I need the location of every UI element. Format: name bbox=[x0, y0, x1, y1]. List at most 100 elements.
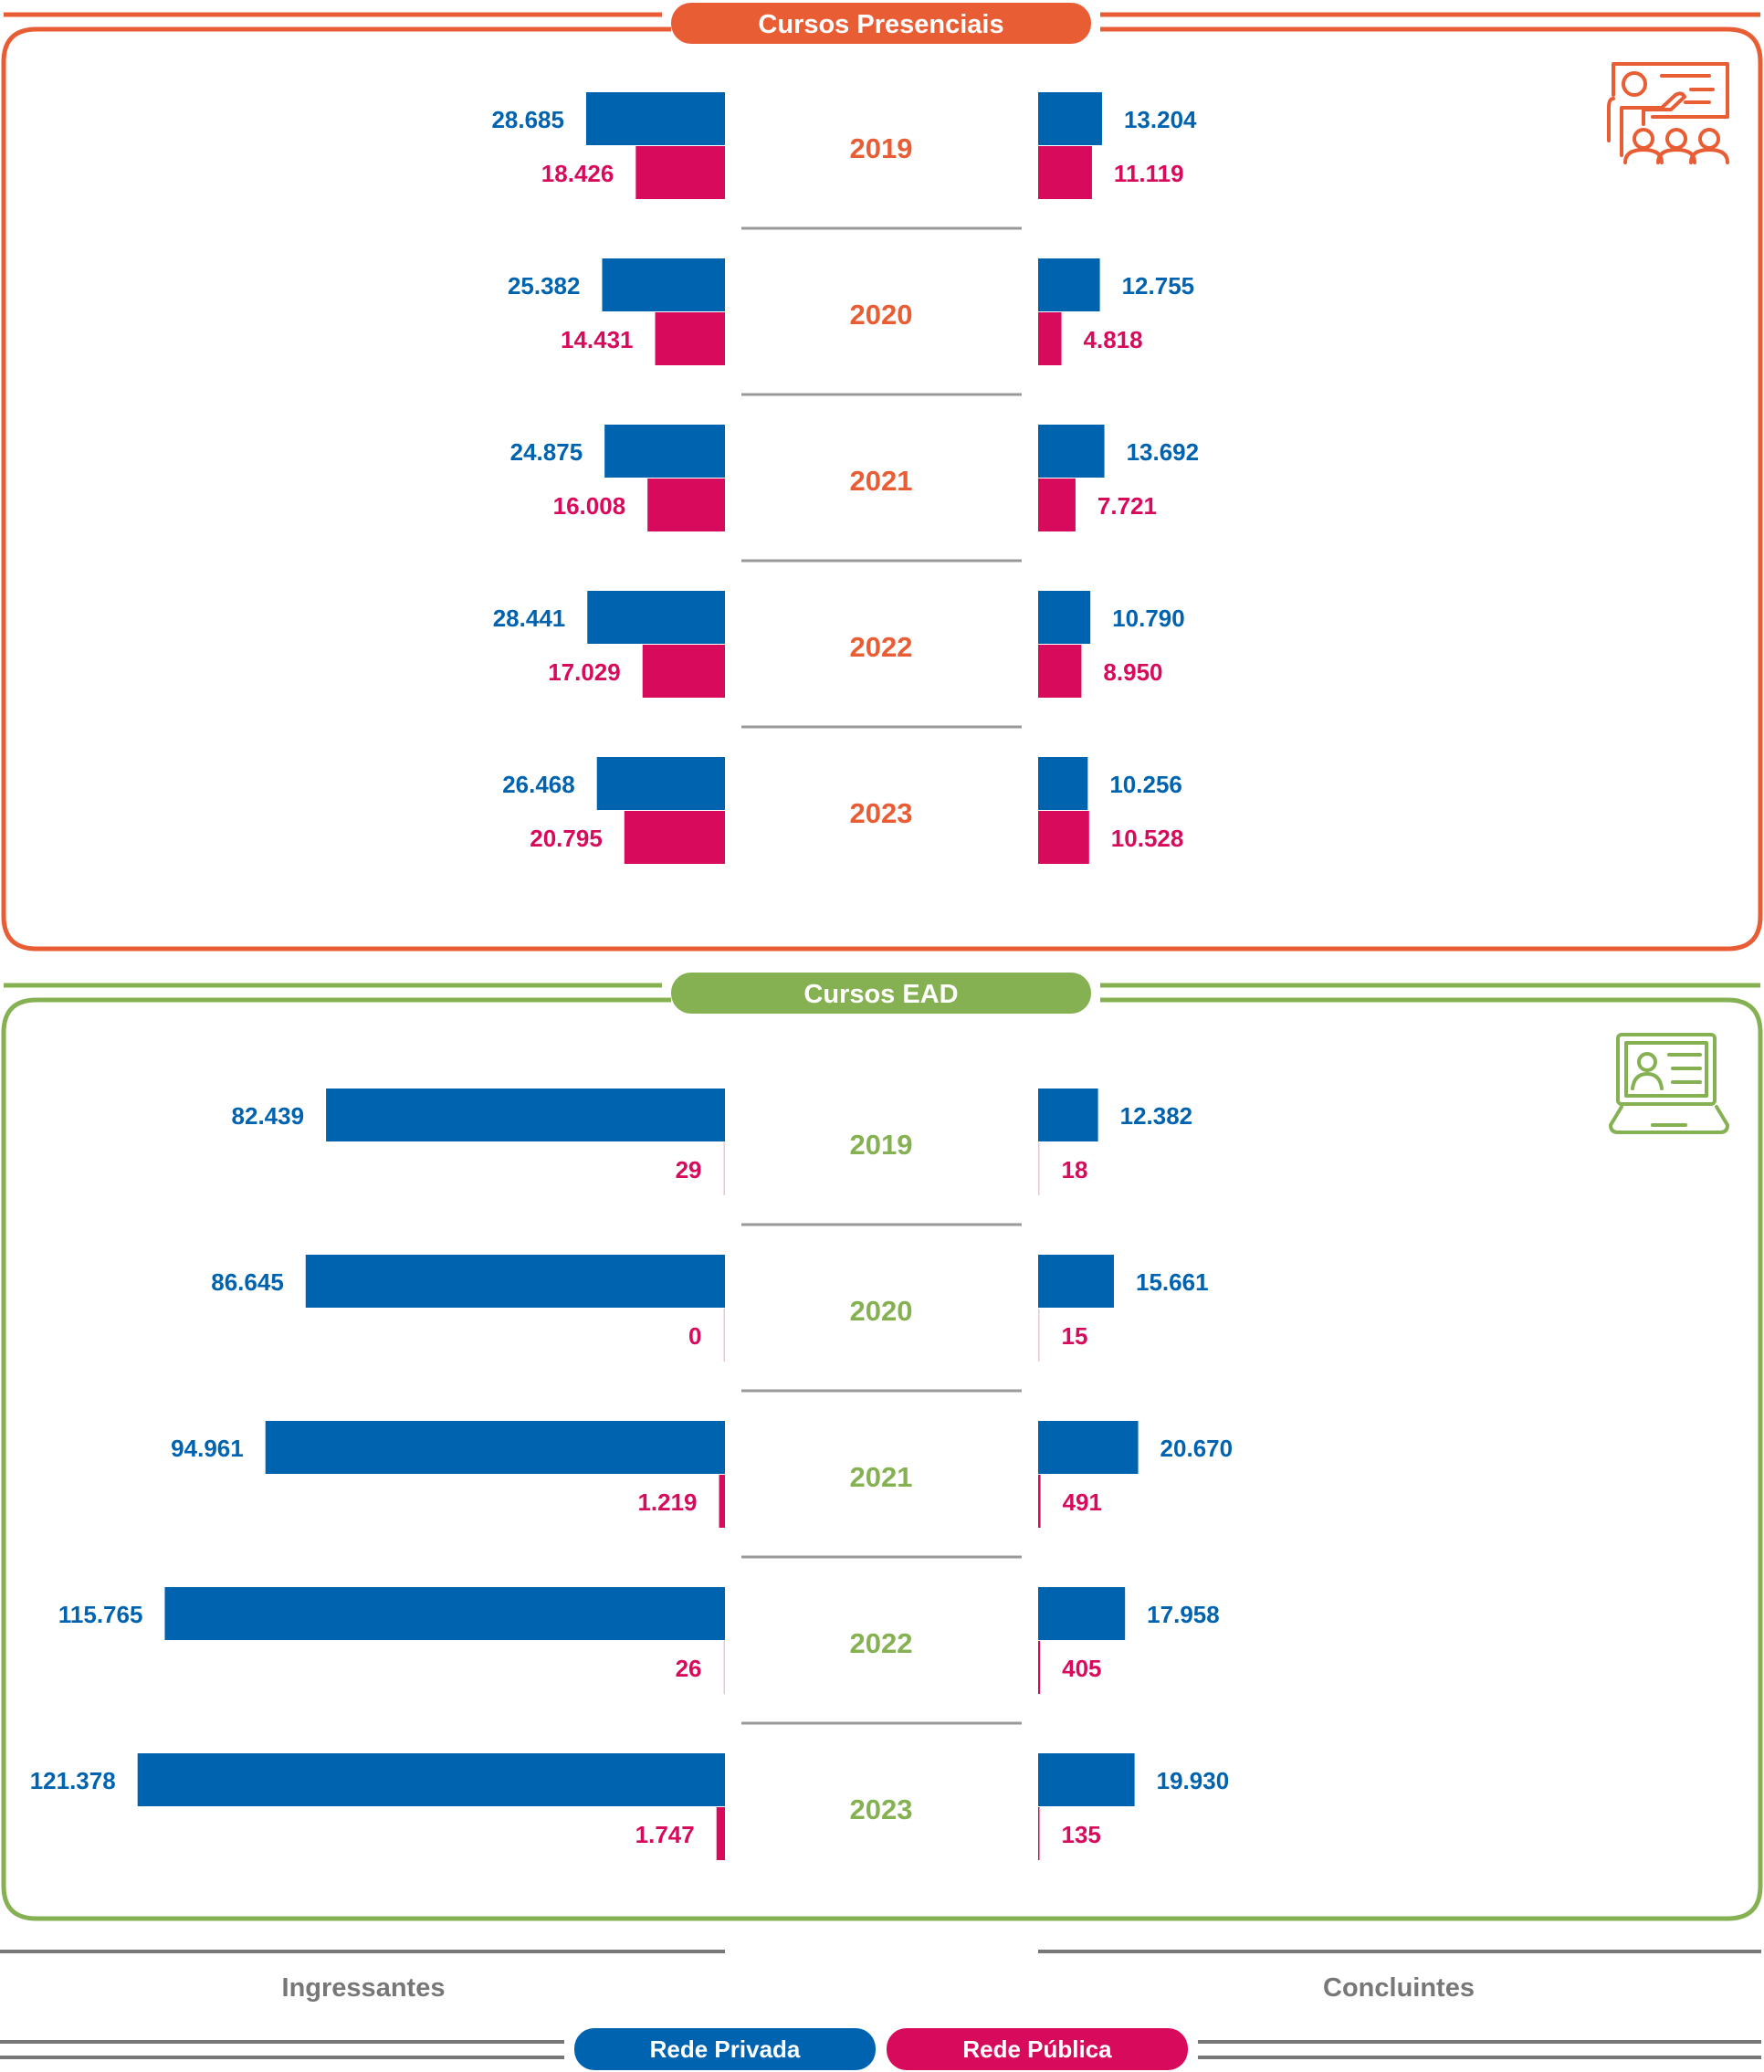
year-label: 2020 bbox=[850, 1295, 913, 1327]
value-label-concluintes-privada: 13.692 bbox=[1127, 438, 1200, 466]
bar-ingressantes-privada bbox=[602, 258, 725, 311]
value-label-ingressantes-publica: 16.008 bbox=[553, 492, 626, 520]
axis-label-concluintes: Concluintes bbox=[1323, 1973, 1475, 2003]
value-label-ingressantes-publica: 0 bbox=[688, 1322, 701, 1350]
year-row-2023: 26.468 20.795 10.256 10.528 2023 bbox=[502, 757, 1183, 864]
bar-concluintes-publica bbox=[1038, 146, 1092, 199]
bar-concluintes-privada bbox=[1038, 1421, 1139, 1474]
icon-stroke bbox=[1637, 1052, 1657, 1072]
icon-stroke bbox=[1616, 1033, 1717, 1106]
value-label-concluintes-publica: 135 bbox=[1062, 1821, 1101, 1848]
value-label-ingressantes-privada: 24.875 bbox=[510, 438, 583, 466]
bar-ingressantes-privada bbox=[265, 1421, 725, 1474]
bar-ingressantes-publica bbox=[719, 1475, 725, 1528]
value-label-ingressantes-privada: 28.441 bbox=[493, 605, 566, 632]
icon-stroke bbox=[1607, 62, 1729, 157]
value-label-ingressantes-publica: 1.747 bbox=[635, 1821, 695, 1848]
year-label: 2019 bbox=[850, 132, 913, 164]
bar-ingressantes-privada bbox=[164, 1587, 725, 1640]
legend-swatch-publica bbox=[887, 2028, 1188, 2070]
bar-concluintes-privada bbox=[1038, 425, 1105, 478]
value-label-ingressantes-privada: 82.439 bbox=[232, 1102, 305, 1130]
value-label-ingressantes-publica: 17.029 bbox=[548, 658, 621, 686]
year-row-2020: 86.645 0 15.661 15 2020 bbox=[211, 1255, 1209, 1393]
section-presenciais: Cursos Presenciais 28.685 18.426 13.204 11.1… bbox=[1, 3, 1763, 952]
legend-label-privada: Rede Privada bbox=[650, 2035, 801, 2063]
year-row-2022: 115.765 26 17.958 405 2022 bbox=[58, 1587, 1220, 1725]
value-label-ingressantes-privada: 94.961 bbox=[171, 1435, 244, 1462]
year-label: 2022 bbox=[850, 631, 913, 663]
section-title-pill bbox=[671, 3, 1091, 44]
icon-stroke bbox=[1698, 128, 1720, 150]
classroom-presentation-icon bbox=[1607, 62, 1729, 164]
section-frame bbox=[1, 997, 1763, 1921]
year-label: 2021 bbox=[850, 465, 913, 497]
icon-stroke bbox=[1623, 148, 1664, 164]
icon-stroke bbox=[1624, 1041, 1708, 1098]
year-label: 2019 bbox=[850, 1129, 913, 1161]
year-label: 2023 bbox=[850, 1793, 913, 1825]
year-row-2019: 82.439 29 12.382 18 2019 bbox=[232, 1089, 1193, 1226]
value-label-concluintes-publica: 18 bbox=[1062, 1156, 1088, 1183]
icon-stroke bbox=[1622, 71, 1647, 97]
bar-ingressantes-privada bbox=[137, 1753, 725, 1806]
value-label-ingressantes-privada: 86.645 bbox=[211, 1268, 284, 1296]
value-label-concluintes-publica: 4.818 bbox=[1084, 326, 1143, 353]
bar-concluintes-privada bbox=[1038, 1089, 1098, 1141]
year-row-2022: 28.441 17.029 10.790 8.950 2022 bbox=[493, 591, 1185, 729]
bar-concluintes-publica bbox=[1038, 1475, 1041, 1528]
value-label-concluintes-publica: 7.721 bbox=[1097, 492, 1157, 520]
value-label-concluintes-publica: 491 bbox=[1063, 1488, 1102, 1516]
section-title: Cursos Presenciais bbox=[758, 10, 1003, 39]
value-label-ingressantes-publica: 18.426 bbox=[541, 160, 614, 187]
icon-stroke bbox=[1656, 148, 1696, 164]
section-title-pill bbox=[671, 973, 1091, 1014]
year-row-2021: 24.875 16.008 13.692 7.721 2021 bbox=[510, 425, 1200, 563]
value-label-concluintes-privada: 13.204 bbox=[1124, 106, 1197, 133]
value-label-ingressantes-publica: 20.795 bbox=[530, 825, 603, 852]
bar-ingressantes-privada bbox=[305, 1255, 725, 1308]
year-row-2023: 121.378 1.747 19.930 135 2023 bbox=[30, 1753, 1229, 1860]
bar-ingressantes-publica bbox=[624, 811, 725, 864]
value-label-concluintes-publica: 11.119 bbox=[1114, 160, 1184, 187]
bar-ingressantes-privada bbox=[604, 425, 725, 478]
section-ead: Cursos EAD 82.439 29 12.382 18 2019 86.645 0 15.… bbox=[1, 973, 1763, 1921]
laptop-online-class-icon bbox=[1609, 1033, 1729, 1134]
value-label-concluintes-publica: 405 bbox=[1062, 1655, 1101, 1682]
value-label-concluintes-publica: 8.950 bbox=[1103, 658, 1162, 686]
value-label-concluintes-privada: 10.790 bbox=[1112, 605, 1185, 632]
bar-ingressantes-publica bbox=[723, 1641, 725, 1694]
bar-ingressantes-publica bbox=[723, 1309, 725, 1362]
bar-concluintes-privada bbox=[1038, 757, 1088, 810]
bar-concluintes-publica bbox=[1038, 811, 1089, 864]
bar-concluintes-privada bbox=[1038, 258, 1100, 311]
value-label-ingressantes-publica: 14.431 bbox=[561, 326, 634, 353]
value-label-concluintes-privada: 12.382 bbox=[1120, 1102, 1193, 1130]
value-label-ingressantes-privada: 121.378 bbox=[30, 1767, 116, 1794]
year-row-2020: 25.382 14.431 12.755 4.818 2020 bbox=[508, 258, 1195, 396]
bar-ingressantes-privada bbox=[587, 591, 725, 644]
bar-concluintes-publica bbox=[1038, 645, 1082, 698]
icon-stroke bbox=[1689, 148, 1729, 164]
section-frame bbox=[1, 26, 1763, 952]
section-title: Cursos EAD bbox=[803, 980, 958, 1009]
bar-concluintes-publica bbox=[1038, 312, 1062, 365]
icon-stroke bbox=[1633, 128, 1654, 150]
year-label: 2021 bbox=[850, 1461, 913, 1493]
value-label-ingressantes-privada: 28.685 bbox=[491, 106, 564, 133]
value-label-concluintes-privada: 15.661 bbox=[1136, 1268, 1209, 1296]
bar-ingressantes-publica bbox=[716, 1807, 725, 1860]
value-label-concluintes-privada: 17.958 bbox=[1147, 1601, 1220, 1628]
axis-label-ingressantes: Ingressantes bbox=[282, 1973, 446, 2003]
bar-ingressantes-privada bbox=[585, 92, 725, 145]
bar-concluintes-privada bbox=[1038, 591, 1091, 644]
value-label-concluintes-privada: 10.256 bbox=[1109, 771, 1182, 798]
bar-concluintes-privada bbox=[1038, 1255, 1115, 1308]
value-label-ingressantes-publica: 29 bbox=[676, 1156, 702, 1183]
value-label-concluintes-privada: 12.755 bbox=[1122, 272, 1195, 300]
icon-stroke bbox=[1609, 1105, 1729, 1134]
year-row-2021: 94.961 1.219 20.670 491 2021 bbox=[171, 1421, 1233, 1559]
legend-swatch-privada bbox=[574, 2028, 876, 2070]
year-row-2019: 28.685 18.426 13.204 11.119 2019 bbox=[491, 92, 1197, 230]
